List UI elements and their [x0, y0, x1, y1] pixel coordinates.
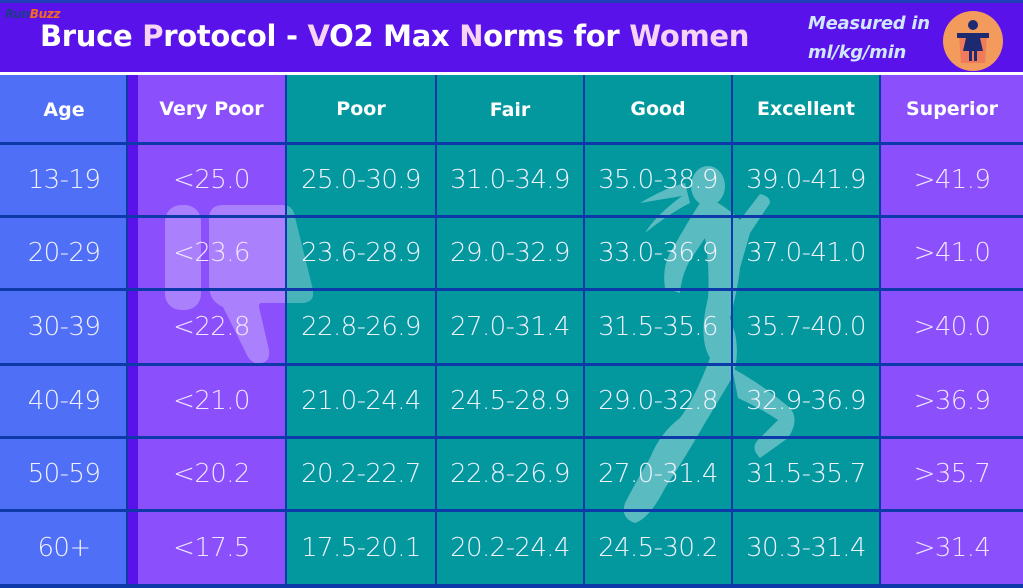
runbuzz-logo: RunBuzz [5, 7, 61, 21]
title-part: O2 Max [329, 19, 460, 53]
vo2-norms-table: Age Very Poor Poor Fair Good Excellent S… [0, 75, 1023, 588]
grid-line [0, 436, 1023, 439]
header-divider [0, 72, 1023, 75]
table-cell-poor: 21.0-24.4 [301, 386, 421, 416]
table-cell-age: 60+ [37, 533, 91, 563]
table-cell-very-poor: <23.6 [173, 238, 250, 268]
grid-line [0, 363, 1023, 366]
table-cell-superior: >41.9 [913, 165, 991, 195]
grid-line [583, 75, 585, 584]
title-part: rotocol - [163, 19, 308, 53]
column-header-superior: Superior [905, 97, 998, 120]
table-cell-age: 20-29 [27, 238, 101, 268]
table-cell-fair: 31.0-34.9 [450, 165, 570, 195]
table-cell-poor: 23.6-28.9 [301, 238, 421, 268]
table-cell-good: 35.0-38.9 [598, 165, 718, 195]
table-cell-good: 24.5-30.2 [598, 533, 718, 563]
title-part: P [142, 19, 164, 53]
table-cell-fair: 22.8-26.9 [450, 459, 570, 489]
superior-column-bg [880, 75, 1023, 584]
grid-line [0, 142, 1023, 145]
table-cell-very-poor: <21.0 [173, 386, 250, 416]
header-banner: RunBuzz Bruce Protocol - VO2 Max Norms f… [0, 0, 1023, 72]
units-line-1: Measured in [808, 13, 930, 34]
grid-line [0, 584, 1023, 588]
table-cell-very-poor: <22.8 [173, 312, 250, 342]
page-title: Bruce Protocol - VO2 Max Norms for Women [40, 19, 749, 53]
title-part: Women [629, 19, 750, 53]
table-cell-good: 31.5-35.6 [598, 312, 718, 342]
column-header-fair: Fair [489, 99, 531, 121]
table-cell-very-poor: <20.2 [173, 459, 250, 489]
grid-line [285, 75, 287, 584]
title-part: orms for [483, 19, 630, 53]
table-cell-good: 33.0-36.9 [598, 238, 718, 268]
grid-line [126, 75, 128, 584]
table-cell-good: 27.0-31.4 [598, 459, 718, 489]
column-header-age: Age [43, 99, 85, 121]
column-header-poor: Poor [336, 97, 386, 120]
grid-line [879, 75, 881, 584]
title-part: V [307, 19, 330, 53]
column-divider-stripe [128, 75, 138, 584]
table-cell-age: 50-59 [27, 459, 101, 489]
woman-figure-icon [943, 11, 1003, 71]
table-cell-fair: 27.0-31.4 [450, 312, 570, 342]
column-header-excellent: Excellent [757, 97, 855, 120]
table-cell-fair: 20.2-24.4 [450, 533, 570, 563]
grid-line [0, 215, 1023, 218]
table-cell-age: 13-19 [27, 165, 101, 195]
table-cell-good: 29.0-32.8 [598, 386, 718, 416]
logo-buzz: Buzz [29, 7, 61, 21]
table-cell-very-poor: <17.5 [173, 533, 250, 563]
table-cell-superior: >35.7 [913, 459, 991, 489]
table-cell-age: 30-39 [27, 312, 101, 342]
grid-line [731, 75, 733, 584]
units-label: Measured in ml/kg/min [808, 9, 930, 67]
table-cell-superior: >36.9 [913, 386, 991, 416]
grid-line [0, 509, 1023, 512]
table-cell-poor: 22.8-26.9 [301, 312, 421, 342]
units-line-2: ml/kg/min [808, 42, 906, 63]
table-cell-excellent: 37.0-41.0 [746, 238, 866, 268]
column-header-good: Good [630, 97, 686, 120]
table-cell-fair: 29.0-32.9 [450, 238, 570, 268]
table-cell-superior: >31.4 [913, 533, 991, 563]
table-cell-excellent: 32.9-36.9 [746, 386, 866, 416]
table-cell-excellent: 30.3-31.4 [746, 533, 866, 563]
table-cell-fair: 24.5-28.9 [450, 386, 570, 416]
table-cell-superior: >40.0 [913, 312, 991, 342]
table-cell-excellent: 31.5-35.7 [746, 459, 866, 489]
age-column-bg [0, 75, 128, 584]
table-cell-excellent: 39.0-41.9 [746, 165, 866, 195]
table-cell-excellent: 35.7-40.0 [746, 312, 866, 342]
grid-line [0, 288, 1023, 291]
table-cell-poor: 25.0-30.9 [301, 165, 421, 195]
table-cell-superior: >41.0 [913, 238, 991, 268]
table-cell-very-poor: <25.0 [173, 165, 250, 195]
title-part: Bruce [40, 19, 143, 53]
title-part: N [459, 19, 484, 53]
very-poor-column-bg [138, 75, 286, 584]
table-cell-poor: 17.5-20.1 [301, 533, 421, 563]
logo-run: Run [5, 7, 30, 21]
table-cell-age: 40-49 [27, 386, 101, 416]
column-header-very-poor: Very Poor [159, 97, 264, 120]
grid-line [435, 75, 437, 584]
table-cell-poor: 20.2-22.7 [301, 459, 421, 489]
